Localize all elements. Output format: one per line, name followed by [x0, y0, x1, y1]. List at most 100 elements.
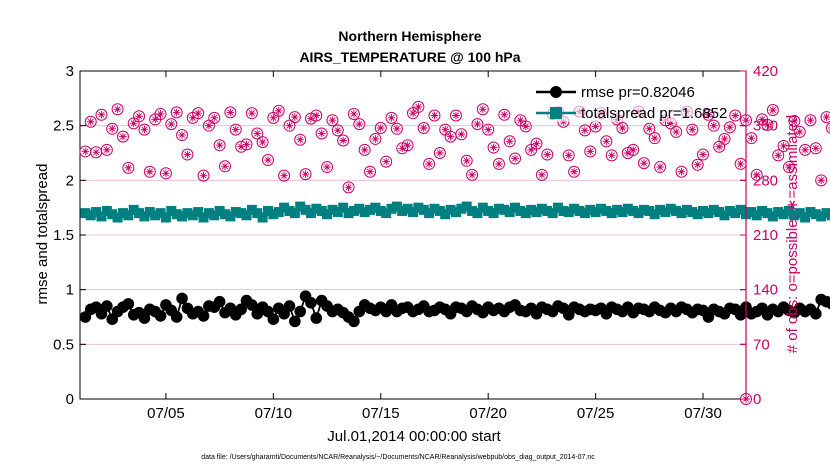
obs-possible-marker	[380, 155, 393, 168]
obs-assimilated-marker	[323, 163, 331, 171]
obs-point	[272, 104, 285, 117]
obs-assimilated-marker	[430, 111, 439, 120]
obs-point	[369, 132, 382, 145]
obs-point	[428, 109, 441, 122]
obs-possible-marker	[192, 107, 205, 120]
spread-point	[91, 207, 102, 218]
obs-point	[444, 130, 457, 143]
spread-point	[617, 207, 628, 218]
spread-point	[569, 203, 580, 214]
obs-assimilated-marker	[172, 108, 181, 117]
rmse-point	[310, 312, 323, 324]
spread-point	[332, 207, 343, 218]
spread-point	[794, 208, 805, 219]
obs-assimilated-marker	[328, 116, 337, 124]
obs-assimilated-marker	[156, 110, 165, 118]
obs-point	[315, 127, 328, 140]
obs-assimilated-marker	[704, 110, 713, 119]
obs-possible-marker	[460, 154, 473, 167]
obs-possible-marker	[143, 165, 156, 178]
obs-possible-marker	[154, 107, 167, 120]
spread-point	[579, 208, 590, 219]
rmse-point	[176, 292, 188, 305]
spread-point	[526, 204, 537, 215]
obs-assimilated-marker	[484, 125, 492, 134]
obs-possible-marker	[449, 109, 462, 122]
obs-point	[637, 157, 650, 170]
obs-possible-marker	[793, 125, 806, 138]
obs-possible-marker	[718, 132, 731, 145]
chart-title: Northern Hemisphere	[338, 28, 481, 44]
obs-possible-marker	[326, 114, 339, 127]
obs-point	[449, 109, 462, 122]
spread-point	[638, 204, 649, 215]
obs-assimilated-marker	[715, 142, 723, 151]
obs-assimilated-marker	[124, 164, 133, 172]
y2-tick-label: 140	[753, 282, 778, 299]
rmse-point	[197, 310, 210, 322]
spread-point	[193, 207, 204, 218]
spread-point	[612, 204, 623, 215]
obs-possible-marker	[702, 108, 715, 121]
legend: rmse pr=0.82046 totalspread pr=1.6852	[530, 80, 727, 122]
rmse-point	[101, 300, 113, 312]
spread-point	[123, 210, 134, 221]
obs-assimilated-marker	[205, 121, 213, 130]
obs-point	[605, 149, 618, 162]
obs-assimilated-marker	[822, 113, 830, 121]
obs-possible-marker	[637, 157, 650, 170]
obs-point	[412, 100, 425, 113]
spread-point	[354, 203, 365, 214]
obs-point	[697, 148, 710, 161]
obs-possible-marker	[723, 121, 736, 134]
obs-point	[208, 111, 221, 124]
x-tick-label: 07/05	[147, 405, 185, 422]
obs-assimilated-marker	[570, 167, 578, 176]
obs-assimilated-marker	[162, 169, 170, 178]
obs-possible-marker	[691, 158, 704, 171]
obs-possible-marker	[213, 139, 226, 152]
obs-possible-marker	[535, 168, 548, 181]
spread-point	[252, 208, 263, 219]
spread-point	[730, 208, 741, 219]
obs-assimilated-marker	[355, 120, 364, 128]
obs-assimilated-marker	[774, 151, 783, 160]
obs-point	[750, 168, 763, 181]
obs-assimilated-marker	[387, 114, 396, 122]
spread-point	[117, 208, 128, 219]
spread-point	[810, 209, 821, 220]
spread-point	[225, 211, 236, 222]
obs-assimilated-marker	[350, 110, 358, 118]
obs-point	[541, 148, 554, 161]
obs-point	[116, 130, 129, 143]
spread-point	[391, 201, 402, 212]
spread-point	[348, 205, 359, 216]
obs-assimilated-marker	[264, 156, 272, 164]
obs-possible-marker	[670, 125, 683, 138]
obs-point	[84, 115, 97, 128]
spread-point	[660, 207, 671, 218]
obs-point	[79, 145, 92, 158]
rmse-point	[246, 299, 258, 311]
spread-point	[515, 205, 526, 216]
obs-point	[509, 152, 522, 165]
obs-assimilated-marker	[650, 134, 659, 142]
obs-assimilated-marker	[97, 110, 106, 119]
obs-point	[294, 133, 307, 146]
obs-point	[702, 108, 715, 121]
obs-point	[433, 147, 446, 159]
obs-point	[197, 169, 210, 182]
obs-point	[133, 110, 146, 123]
obs-point	[793, 125, 806, 138]
obs-point	[503, 135, 516, 148]
obs-possible-marker	[509, 152, 522, 165]
spread-point	[166, 205, 177, 216]
spread-point	[150, 210, 161, 221]
spread-point	[461, 201, 472, 212]
obs-point	[578, 124, 591, 137]
obs-possible-marker	[331, 124, 344, 137]
rmse-point	[235, 303, 247, 316]
spread-point	[273, 207, 284, 218]
spread-point	[483, 205, 494, 216]
